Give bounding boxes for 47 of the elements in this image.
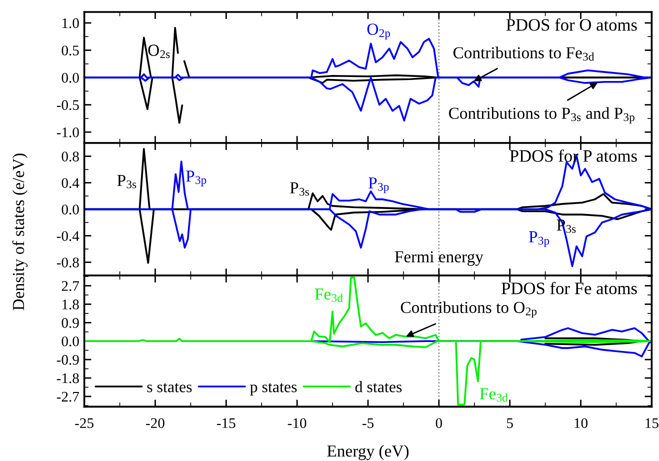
- x-tick-label: -25: [75, 418, 94, 428]
- legend-label: s states: [147, 383, 192, 392]
- annotation: P$_{3s}$: [117, 174, 136, 188]
- legend-label: p states: [250, 383, 297, 396]
- y-tick-label: 0.0: [62, 336, 79, 346]
- y-tick-label: -0.5: [56, 100, 79, 110]
- annotation: Contributions to Fe$_{3d}$: [453, 46, 594, 61]
- y-tick-label: 1.0: [62, 18, 79, 28]
- annotation: P$_{3s}$: [290, 182, 309, 196]
- y-tick-label: 0.0: [62, 204, 79, 215]
- annotation: Fe$_{3d}$: [480, 388, 508, 402]
- y-tick-label: -2.7: [56, 392, 80, 402]
- y-tick-label: -0.4: [56, 231, 80, 242]
- x-tick-label: -5: [362, 418, 374, 428]
- y-tick-label: 0.8: [62, 152, 79, 162]
- y-tick-label: -1.8: [56, 373, 79, 384]
- y-axis-title: Density of states (e/eV): [12, 154, 28, 310]
- legend-label: d states: [355, 381, 402, 392]
- annotation: PDOS for P atoms: [510, 149, 637, 162]
- annotation: P$_{3p}$: [186, 170, 206, 186]
- annotation: P$_{3p}$: [528, 231, 550, 247]
- x-tick-label: -10: [288, 418, 306, 428]
- y-tick-label: 1.8: [62, 300, 79, 310]
- x-tick-label: -15: [216, 418, 236, 428]
- annotation: Contributions to P$_{3s}$ and P$_{3p}$: [448, 107, 634, 124]
- y-tick-label: -0.8: [56, 258, 79, 268]
- x-tick-label: 15: [646, 418, 658, 428]
- annotation: P$_{3p}$: [368, 177, 389, 194]
- y-tick-label: -1.0: [56, 127, 79, 138]
- y-tick-label: 2.7: [62, 281, 80, 292]
- y-tick-label: -0.9: [56, 354, 79, 365]
- x-tick-label: 10: [574, 418, 588, 428]
- y-tick-label: 0.4: [62, 178, 80, 188]
- annotation: Contributions to O$_{2p}$: [400, 301, 537, 318]
- annotation: O$_{2p}$: [367, 24, 390, 40]
- x-tick-label: 0: [436, 418, 442, 428]
- y-tick-label: 0.5: [62, 46, 79, 56]
- annotation: O$_{2s}$: [148, 44, 170, 58]
- ref-line-label: Fermi energy: [394, 251, 484, 266]
- annotation: PDOS for Fe atoms: [502, 282, 637, 294]
- y-tick-label: 0.9: [62, 318, 79, 328]
- x-tick-label: 5: [507, 418, 513, 428]
- x-axis-title: Energy (eV): [327, 444, 409, 460]
- annotation: Fe$_{3d}$: [314, 288, 343, 302]
- y-tick-label: 0.0: [62, 72, 79, 83]
- annotation: PDOS for O atoms: [506, 18, 637, 31]
- x-tick-label: -20: [146, 418, 164, 428]
